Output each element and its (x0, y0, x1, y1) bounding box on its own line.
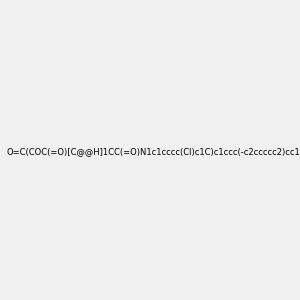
Text: O=C(COC(=O)[C@@H]1CC(=O)N1c1cccc(Cl)c1C)c1ccc(-c2ccccc2)cc1: O=C(COC(=O)[C@@H]1CC(=O)N1c1cccc(Cl)c1C)… (7, 147, 300, 156)
